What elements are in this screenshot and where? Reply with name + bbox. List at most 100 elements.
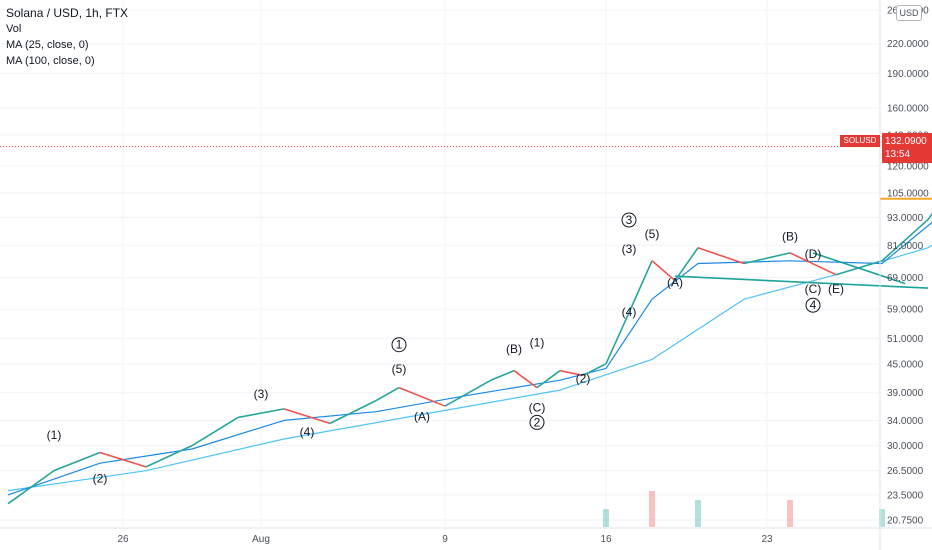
y-tick-label: 93.0000: [887, 213, 924, 224]
wave-label: (2): [93, 471, 108, 485]
y-tick-label: 39.0000: [887, 388, 924, 399]
wave-label: (4): [300, 425, 315, 439]
wave-label: (5): [392, 362, 407, 376]
y-tick-label: 69.0000: [887, 273, 924, 284]
price-segment: [398, 386, 446, 407]
price-segment: [674, 247, 699, 282]
wave-label: (1): [530, 336, 545, 350]
x-tick-label: 26: [117, 534, 129, 545]
y-tick-label: 220.0000: [887, 39, 929, 50]
grid-lines: [0, 0, 880, 528]
wave-label: 1: [396, 338, 403, 352]
price-segment: [145, 444, 193, 468]
price-segment: [513, 370, 538, 389]
wave-label: (3): [622, 242, 637, 256]
price-segment: [375, 386, 400, 402]
volume-bar: [603, 509, 609, 527]
last-price-tag: SOLUSD 132.0900 13:54: [840, 133, 932, 163]
price-segment: [53, 451, 101, 472]
price-segment: [99, 451, 147, 468]
wave-label: (C): [805, 282, 822, 296]
y-tick-label: 23.5000: [887, 490, 924, 501]
price-segment: [237, 408, 285, 419]
price-segment: [329, 399, 377, 425]
price-tag-symbol: SOLUSD: [840, 135, 880, 147]
price-segment: [605, 312, 630, 365]
wave-label: (3): [254, 387, 269, 401]
price-segment: [191, 416, 239, 447]
currency-badge[interactable]: USD: [896, 5, 922, 21]
legend-vol: Vol: [6, 23, 22, 35]
price-tag-price: 132.0900: [885, 136, 927, 147]
price-segment: [628, 260, 653, 313]
y-tick-label: 59.0000: [887, 305, 924, 316]
price-segment: [283, 408, 331, 425]
wave-label: (C): [529, 401, 546, 415]
y-tick-label: 45.0000: [887, 359, 924, 370]
triangle-upper-line: [812, 252, 906, 285]
price-segment: [881, 218, 929, 262]
drawings[interactable]: [0, 71, 932, 289]
x-tick-label: 23: [761, 534, 773, 545]
wave-label: (2): [576, 372, 591, 386]
triangle-lower-line: [674, 275, 929, 289]
price-tag-countdown: 13:54: [885, 149, 911, 160]
price-segment: [444, 379, 492, 407]
wave-label: (A): [414, 409, 430, 423]
wave-label: 3: [626, 213, 633, 227]
wave-label: (A): [667, 276, 683, 290]
y-tick-label: 160.0000: [887, 103, 929, 114]
y-tick-label: 81.0000: [887, 241, 924, 252]
legend: Solana / USD, 1h, FTX Vol MA (25, close,…: [6, 5, 128, 69]
ma25-line: [7, 221, 932, 496]
x-tick-label: Aug: [252, 534, 270, 545]
volume-bar: [649, 491, 655, 527]
x-tick-label: 9: [442, 534, 448, 545]
price-segment: [490, 369, 515, 381]
wave-circle: [805, 297, 821, 313]
price-segment: [7, 470, 55, 505]
volume-bars: [603, 491, 885, 527]
price-segment: [743, 252, 791, 265]
x-tick-label: 16: [600, 534, 612, 545]
y-tick-label: 34.0000: [887, 416, 924, 427]
wave-circle: [391, 337, 407, 353]
wave-labels: (1)(2)(3)(4)1(5)(A)(B) (1)(C)2(2)3(3)(5)(…: [47, 212, 844, 485]
y-tick-label: 105.0000: [887, 188, 929, 199]
wave-label: 2: [534, 415, 541, 429]
ma25-path: [7, 221, 932, 496]
legend-ma100: MA (100, close, 0): [6, 55, 95, 67]
wave-circle: [529, 414, 545, 430]
wave-label: 4: [810, 298, 817, 312]
y-tick-label: 120.0000: [887, 161, 929, 172]
y-tick-label: 20.7500: [887, 516, 924, 527]
y-tick-label: 30.0000: [887, 441, 924, 452]
volume-bar: [879, 509, 885, 527]
price-tag-box: 132.0900 13:54: [882, 133, 932, 163]
price-segment: [536, 370, 561, 389]
y-tick-label: 190.0000: [887, 69, 929, 80]
volume-bar: [695, 500, 701, 527]
wave-label: (B): [506, 342, 522, 356]
wave-circle: [621, 212, 637, 228]
wave-label: (B): [782, 229, 798, 243]
price-segment: [789, 252, 837, 276]
wave-label: (E): [828, 282, 844, 296]
price-segment: [697, 247, 745, 265]
wave-label: (4): [622, 305, 637, 319]
time-axis[interactable]: 26Aug91623Sep6132025: [0, 527, 932, 545]
legend-title: Solana / USD, 1h, FTX: [6, 6, 129, 20]
price-segment: [651, 260, 676, 282]
wave-label: (5): [645, 227, 660, 241]
legend-ma25: MA (25, close, 0): [6, 39, 89, 51]
volume-bar: [787, 500, 793, 527]
y-tick-label: 51.0000: [887, 334, 924, 345]
price-axis[interactable]: 260.0000220.0000190.0000160.0000140.0000…: [879, 0, 929, 550]
price-segment: [559, 369, 584, 377]
wave-label: (1): [47, 428, 62, 442]
y-tick-label: 26.5000: [887, 466, 924, 477]
wave-label: (D): [805, 247, 822, 261]
